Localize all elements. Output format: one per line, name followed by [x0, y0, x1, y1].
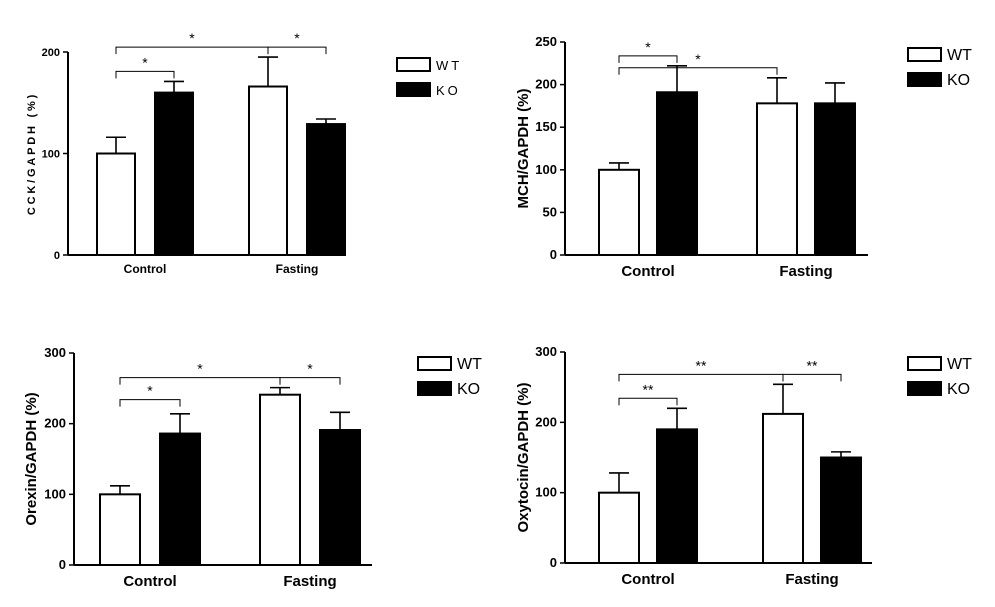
significance-label: **: [807, 357, 818, 373]
x-category-label: Control: [621, 263, 674, 280]
bar-fasting-wt: [248, 85, 288, 257]
bar-fasting-ko: [814, 102, 856, 257]
y-tick-label: 100: [535, 162, 557, 177]
y-tick-label: 300: [535, 344, 557, 359]
bar-control-wt: [96, 152, 136, 256]
legend-label-wt: WT: [457, 356, 482, 373]
significance-label: *: [645, 39, 651, 55]
x-category-label: Control: [124, 262, 167, 276]
x-category-label: Fasting: [779, 263, 832, 280]
significance-bracket: [782, 373, 842, 382]
legend-label-wt: WT: [947, 47, 972, 64]
legend-swatch-ko: [907, 381, 942, 396]
chart-panel-3: 0 100 200 300 Orexin/GAPDH (%) Control Fasting…: [23, 345, 482, 590]
bar-control-wt: [99, 493, 141, 567]
y-tick-label: 200: [44, 416, 66, 431]
x-category-label: Fasting: [785, 571, 838, 588]
legend-label-ko: KO: [436, 83, 461, 98]
chart-panel-4: 0 100 200 300 Oxytocin/GAPDH (%) Control Fasti…: [515, 344, 972, 588]
bar-control-ko: [656, 428, 698, 564]
bar-control-ko: [159, 432, 201, 566]
legend-label-ko: KO: [947, 381, 970, 398]
significance-bracket: [115, 46, 269, 55]
significance-label: **: [643, 381, 654, 397]
bar-fasting-wt: [259, 393, 301, 566]
significance-label: *: [189, 30, 195, 46]
legend-swatch-wt: [907, 47, 942, 62]
y-axis-label: Oxytocin/GAPDH (%): [515, 382, 532, 532]
bar-fasting-ko: [319, 429, 361, 566]
y-tick-label: 0: [550, 247, 557, 262]
significance-label: *: [142, 54, 148, 70]
legend-label-wt: WT: [436, 58, 462, 73]
x-category-label: Control: [621, 571, 674, 588]
y-tick-label: 250: [535, 34, 557, 49]
y-tick-label: 0: [59, 557, 66, 572]
y-tick-label: 0: [54, 250, 60, 262]
significance-bracket: [279, 377, 341, 385]
x-category-label: Control: [123, 573, 176, 590]
significance-bracket: [618, 397, 678, 406]
bar-fasting-wt: [756, 102, 798, 257]
significance-bracket: [119, 377, 281, 385]
y-axis-label: Orexin/GAPDH (%): [23, 392, 40, 525]
y-tick-label: 100: [44, 486, 66, 501]
y-tick-label: 150: [535, 119, 557, 134]
legend-swatch-wt: [907, 356, 942, 371]
bar-fasting-ko: [820, 456, 862, 564]
significance-label: *: [197, 361, 203, 377]
bar-control-ko: [154, 91, 194, 256]
x-category-label: Fasting: [283, 573, 336, 590]
legend-swatch-wt: [417, 356, 452, 371]
x-category-label: Fasting: [276, 262, 319, 276]
y-tick-label: 200: [535, 77, 557, 92]
significance-bracket: [115, 70, 175, 79]
legend-swatch-wt: [396, 57, 431, 72]
legend-label-ko: KO: [457, 381, 480, 398]
bar-fasting-ko: [306, 123, 346, 256]
bar-control-ko: [656, 91, 698, 256]
y-tick-label: 100: [535, 485, 557, 500]
y-tick-label: 100: [42, 149, 60, 161]
legend-label-wt: WT: [947, 356, 972, 373]
significance-label: **: [696, 357, 707, 373]
y-tick-label: 200: [535, 414, 557, 429]
chart-panel-1: 0 100 200 CCK/GAPDH (%) Control Fasting * * * WT K…: [26, 30, 462, 276]
legend-swatch-ko: [907, 72, 942, 87]
y-tick-label: 0: [550, 555, 557, 570]
significance-bracket: [267, 46, 327, 55]
legend-swatch-ko: [417, 381, 452, 396]
y-axis-label: MCH/GAPDH (%): [515, 89, 532, 209]
significance-label: *: [294, 30, 300, 46]
legend-label-ko: KO: [947, 72, 970, 89]
legend-swatch-ko: [396, 82, 431, 97]
significance-bracket: [618, 55, 678, 63]
y-axis-label: CCK/GAPDH (%): [26, 92, 38, 215]
significance-label: *: [695, 51, 701, 67]
y-tick-label: 300: [44, 345, 66, 360]
significance-bracket: [119, 399, 181, 407]
significance-label: *: [307, 361, 313, 377]
significance-label: *: [147, 383, 153, 399]
bar-control-wt: [598, 491, 640, 564]
bar-fasting-wt: [762, 412, 804, 565]
chart-panel-2: 0 50 100 150 200 250 MCH/GAPDH (%) Control Fasti…: [515, 34, 972, 280]
bar-control-wt: [598, 168, 640, 256]
y-tick-label: 200: [42, 47, 60, 59]
significance-bracket: [618, 67, 778, 75]
y-tick-label: 50: [543, 204, 557, 219]
